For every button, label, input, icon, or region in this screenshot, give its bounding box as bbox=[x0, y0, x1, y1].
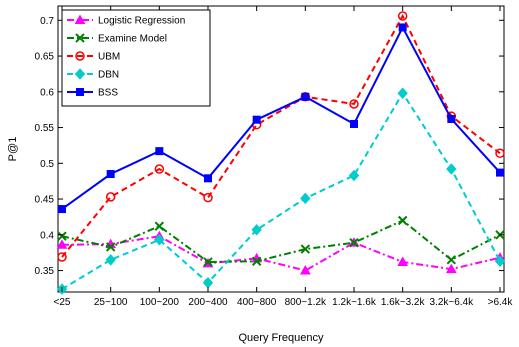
series-line-examine-model bbox=[61, 219, 501, 263]
data-point-dbn bbox=[251, 224, 262, 236]
series-line-ubm bbox=[61, 13, 501, 258]
data-point-examine-model bbox=[57, 231, 67, 241]
y-tick-label: 0.65 bbox=[35, 52, 55, 63]
data-point-bss bbox=[252, 115, 261, 124]
data-point-bss bbox=[58, 205, 66, 214]
data-point-ubm bbox=[105, 192, 116, 202]
y-tick-label: 0.35 bbox=[35, 266, 55, 277]
legend-item-bss: BSS bbox=[67, 88, 118, 99]
data-point-logistic-regression bbox=[445, 263, 457, 274]
x-tick-label: 1.2k~1.6k bbox=[332, 297, 377, 308]
x-tick-label: 25~100 bbox=[94, 297, 128, 308]
data-point-examine-model bbox=[349, 237, 359, 248]
data-point-examine-model bbox=[251, 256, 262, 266]
series-line-bss bbox=[61, 25, 501, 210]
data-point-bss bbox=[398, 23, 407, 32]
x-tick-label: 400~800 bbox=[237, 297, 277, 308]
data-point-ubm bbox=[349, 99, 359, 109]
data-point-ubm bbox=[203, 192, 213, 203]
data-point-ubm bbox=[495, 148, 505, 159]
data-point-bss bbox=[447, 114, 456, 123]
legend-label: Logistic Regression bbox=[98, 16, 185, 27]
data-point-dbn bbox=[105, 254, 116, 266]
data-point-examine-model bbox=[397, 215, 408, 226]
legend-marker bbox=[74, 68, 86, 80]
data-point-examine-model bbox=[300, 244, 311, 254]
data-point-bss bbox=[204, 174, 212, 183]
data-point-ubm bbox=[57, 252, 67, 262]
series-bss bbox=[58, 23, 504, 214]
data-point-examine-model bbox=[446, 255, 457, 265]
data-point-bss bbox=[496, 168, 504, 177]
data-point-ubm bbox=[397, 11, 408, 21]
legend-label: UBM bbox=[98, 52, 120, 63]
legend-marker bbox=[75, 51, 85, 61]
y-axis-label: P@1 bbox=[7, 137, 19, 162]
x-axis-label: Query Frequency bbox=[239, 332, 324, 344]
legend-label: BSS bbox=[98, 88, 118, 99]
data-point-examine-model bbox=[203, 257, 213, 267]
y-tick-label: 0.45 bbox=[35, 195, 55, 206]
series-examine-model bbox=[57, 215, 505, 267]
series-line-logistic-regression bbox=[61, 235, 501, 272]
data-point-dbn bbox=[446, 163, 457, 175]
data-point-dbn bbox=[397, 87, 408, 99]
legend-item-examine-model: Examine Model bbox=[67, 33, 167, 45]
series-line-dbn bbox=[61, 91, 501, 290]
y-tick-label: 0.4 bbox=[40, 230, 54, 241]
data-point-dbn bbox=[300, 192, 311, 205]
legend-item-dbn: DBN bbox=[67, 68, 119, 81]
legend-label: Examine Model bbox=[98, 34, 167, 45]
data-point-logistic-regression bbox=[299, 265, 311, 275]
legend-item-logistic-regression: Logistic Regression bbox=[67, 14, 185, 27]
data-point-bss bbox=[106, 170, 115, 179]
legend-label: DBN bbox=[98, 70, 119, 81]
data-point-ubm bbox=[154, 164, 165, 174]
ticks-layer: 0.35 0.4 0.45 0.5 0.55 0.6 0.65 0.7 <25 25~100 100… bbox=[35, 6, 514, 308]
x-tick-label: >6.4k bbox=[488, 297, 514, 308]
legend-marker bbox=[75, 33, 85, 43]
x-tick-label: 800~1.2k bbox=[285, 297, 327, 308]
legend: Logistic Regression Examine Model UBM DBN BS… bbox=[61, 9, 211, 107]
legend-marker bbox=[74, 14, 86, 24]
data-point-dbn bbox=[154, 234, 165, 246]
x-tick-label: 200~400 bbox=[188, 297, 228, 308]
y-tick-label: 0.7 bbox=[40, 16, 54, 27]
data-point-bss bbox=[155, 147, 164, 156]
data-point-bss bbox=[301, 92, 310, 101]
legend-item-ubm: UBM bbox=[67, 51, 120, 63]
data-point-examine-model bbox=[105, 242, 116, 252]
legend-box bbox=[61, 9, 211, 107]
y-tick-label: 0.6 bbox=[40, 87, 54, 98]
x-tick-label: 3.2k~6.4k bbox=[430, 297, 475, 308]
series-dbn bbox=[56, 87, 506, 295]
data-point-dbn bbox=[494, 255, 506, 268]
x-tick-label: 1.6k~3.2k bbox=[381, 297, 426, 308]
x-tick-label: <25 bbox=[54, 297, 71, 308]
y-tick-label: 0.55 bbox=[35, 123, 55, 134]
data-point-examine-model bbox=[154, 221, 165, 231]
series-layer bbox=[56, 11, 506, 295]
data-point-logistic-regression bbox=[397, 256, 409, 266]
data-point-logistic-regression bbox=[56, 239, 68, 249]
series-ubm bbox=[57, 11, 505, 262]
data-point-bss bbox=[350, 119, 358, 128]
x-tick-label: 100~200 bbox=[140, 297, 180, 308]
legend-marker bbox=[76, 88, 84, 96]
data-point-dbn bbox=[348, 169, 360, 182]
y-tick-label: 0.5 bbox=[40, 159, 54, 170]
